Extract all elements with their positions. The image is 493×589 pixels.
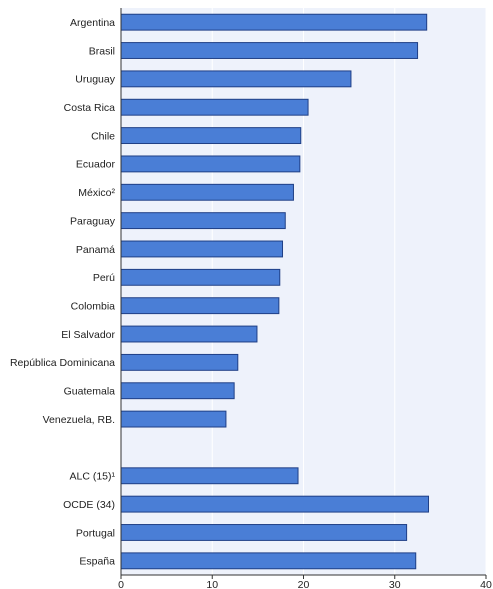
category-label: Perú: [93, 272, 115, 284]
bar: [120, 382, 235, 400]
x-tick-label: 0: [118, 579, 124, 589]
category-label: Ecuador: [76, 159, 116, 171]
bar: [120, 212, 286, 230]
category-label: México²: [78, 187, 115, 199]
category-label: Colombia: [71, 300, 116, 312]
bar: [120, 98, 309, 116]
category-label: República Dominicana: [10, 357, 115, 369]
bar: [120, 353, 239, 371]
category-label: Venezuela, RB.: [43, 414, 115, 426]
category-label: España: [79, 556, 115, 568]
bar: [120, 552, 417, 570]
bar: [120, 70, 352, 88]
category-label: Costa Rica: [64, 102, 116, 114]
bar: [120, 467, 299, 485]
category-label: ALC (15)¹: [69, 471, 115, 483]
bar: [120, 524, 408, 541]
bars: [120, 13, 430, 570]
category-label: OCDE (34): [63, 499, 115, 511]
bar: [120, 183, 294, 201]
category-label: El Salvador: [61, 329, 115, 341]
x-tick-label: 30: [389, 579, 401, 589]
category-label: Guatemala: [64, 386, 116, 398]
category-label: Paraguay: [70, 215, 116, 227]
x-tick-label: 40: [480, 579, 492, 589]
bar: [120, 155, 301, 173]
category-label: Panamá: [76, 244, 115, 256]
bar: [120, 410, 227, 428]
bar: [120, 297, 280, 315]
bar: [120, 127, 302, 145]
bar: [120, 495, 430, 513]
x-tick-label: 10: [206, 579, 218, 589]
category-label: Brasil: [89, 45, 115, 57]
x-axis-ticks: 0 10 20 30 40: [118, 575, 492, 589]
category-label: Chile: [91, 130, 115, 142]
category-label: Argentina: [70, 17, 115, 29]
bar: [120, 42, 419, 59]
bar: [120, 268, 281, 286]
bar: [120, 240, 284, 258]
x-tick-label: 20: [298, 579, 310, 589]
category-label: Portugal: [76, 527, 115, 539]
bar: [120, 325, 258, 343]
category-labels: Argentina Brasil Uruguay Costa Rica Chile Ecu…: [10, 17, 116, 568]
category-label: Uruguay: [75, 74, 115, 86]
bar: [120, 13, 428, 31]
